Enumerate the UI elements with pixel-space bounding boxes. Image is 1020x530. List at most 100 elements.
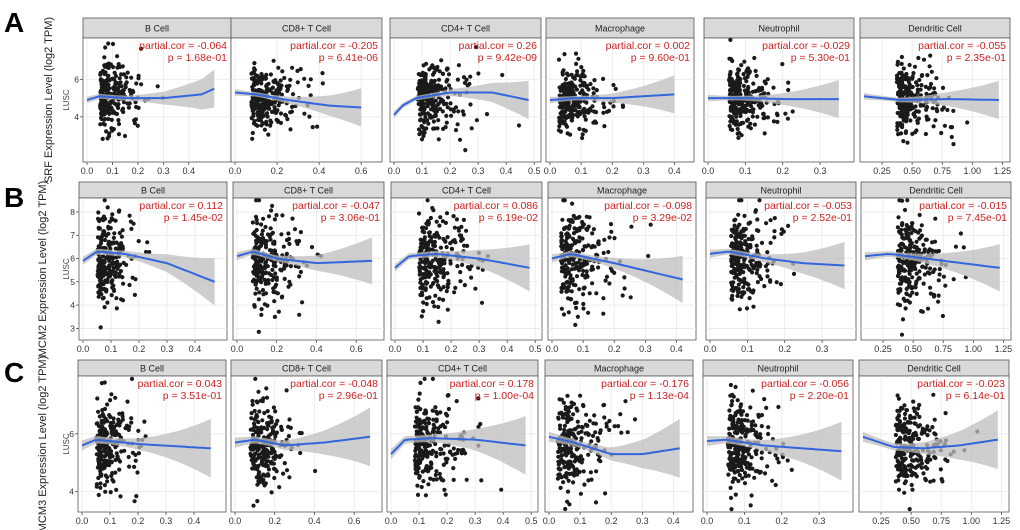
- data-point: [120, 246, 125, 251]
- data-point: [99, 85, 104, 90]
- confidence-band: [235, 88, 362, 127]
- data-point: [422, 76, 428, 81]
- data-point: [943, 457, 948, 462]
- data-point: [898, 110, 903, 116]
- data-point: [131, 221, 136, 226]
- data-point: [747, 464, 752, 469]
- data-point: [581, 68, 586, 73]
- data-point: [757, 198, 762, 203]
- data-point: [561, 282, 566, 287]
- data-point: [734, 109, 739, 114]
- data-point: [279, 92, 284, 97]
- data-point: [250, 279, 255, 284]
- data-point: [759, 450, 764, 455]
- data-point: [102, 458, 107, 463]
- data-point: [901, 236, 907, 241]
- data-point: [419, 314, 424, 319]
- data-point: [604, 421, 609, 426]
- data-point: [565, 393, 570, 398]
- data-point: [253, 291, 258, 296]
- data-point: [434, 109, 440, 114]
- data-point: [566, 415, 571, 420]
- data-point: [266, 132, 271, 137]
- data-point: [255, 425, 260, 430]
- data-point: [735, 83, 740, 88]
- data-point: [742, 59, 747, 64]
- x-tick-label: 0.2: [441, 516, 454, 526]
- data-point: [923, 265, 928, 270]
- data-point: [748, 245, 753, 250]
- data-point: [436, 137, 441, 142]
- data-point: [110, 278, 115, 283]
- data-point: [757, 261, 762, 266]
- data-point: [441, 297, 446, 302]
- data-point: [254, 272, 259, 277]
- data-point: [897, 473, 903, 478]
- data-point: [893, 432, 899, 438]
- data-point: [900, 462, 905, 467]
- data-point: [572, 473, 577, 478]
- data-point: [428, 115, 433, 120]
- data-point: [114, 296, 119, 301]
- data-point: [604, 424, 609, 429]
- confidence-band: [394, 80, 529, 120]
- data-point: [773, 482, 778, 488]
- data-point: [309, 245, 315, 250]
- data-point: [752, 122, 758, 127]
- data-point: [98, 472, 103, 477]
- data-point: [759, 240, 765, 245]
- data-point: [459, 448, 464, 453]
- data-point: [602, 124, 607, 129]
- data-point: [414, 429, 419, 434]
- data-point: [736, 244, 741, 249]
- data-point: [95, 235, 101, 240]
- data-point: [609, 229, 614, 234]
- data-point: [729, 507, 734, 512]
- data-point: [516, 123, 522, 128]
- data-point: [895, 124, 900, 129]
- row-letter: B: [4, 182, 24, 213]
- data-point: [101, 295, 106, 300]
- data-point: [446, 406, 451, 412]
- data-point: [276, 103, 281, 108]
- x-tick-label: 0.4: [500, 166, 513, 176]
- data-point: [419, 448, 424, 453]
- data-point: [455, 77, 460, 82]
- x-tick-label: 0.0: [546, 344, 559, 354]
- data-point: [759, 424, 764, 429]
- data-point: [928, 479, 933, 484]
- data-point: [418, 458, 423, 463]
- tissue-label: LUSC: [62, 433, 71, 455]
- data-point: [758, 105, 763, 110]
- data-point: [130, 275, 135, 280]
- data-point: [270, 425, 275, 430]
- data-point: [453, 128, 459, 133]
- data-point: [602, 105, 607, 110]
- data-point: [423, 72, 428, 77]
- data-point: [573, 51, 579, 56]
- partial-cor-label: partial.cor = -0.056: [761, 378, 849, 390]
- data-point: [421, 300, 426, 305]
- data-point: [447, 83, 452, 88]
- data-point: [752, 475, 757, 480]
- data-point: [620, 293, 625, 298]
- data-point: [613, 86, 618, 91]
- data-point: [261, 477, 266, 482]
- data-point: [125, 70, 130, 75]
- data-point: [580, 248, 586, 253]
- data-point: [570, 114, 575, 119]
- x-tick-label: 0.2: [605, 516, 618, 526]
- data-point: [728, 445, 733, 450]
- data-point: [310, 125, 315, 130]
- data-point: [736, 290, 741, 295]
- x-tick-label: 0.75: [933, 166, 951, 176]
- fit-line: [549, 93, 675, 101]
- data-point: [129, 420, 134, 425]
- data-point: [741, 270, 746, 275]
- data-point: [730, 228, 735, 234]
- data-point: [456, 109, 461, 114]
- data-point: [448, 101, 453, 106]
- data-point: [272, 239, 277, 244]
- data-point: [113, 218, 118, 223]
